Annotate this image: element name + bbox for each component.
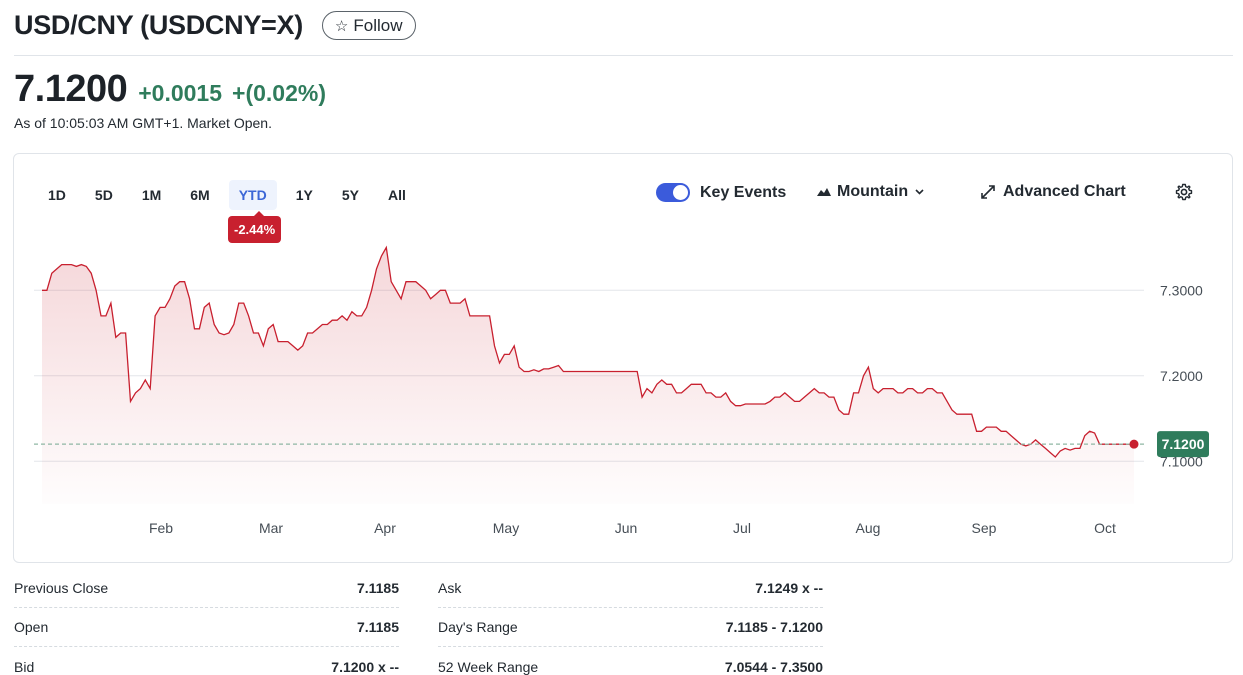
x-tick-label: May [493,520,519,536]
stat-row: Previous Close 7.1185 [14,569,399,608]
header-divider [14,55,1233,56]
stat-value: 7.0544 - 7.3500 [724,658,823,675]
as-of-timestamp: As of 10:05:03 AM GMT+1. Market Open. [14,115,272,131]
price-change: +0.0015 [138,80,223,106]
price-line [42,245,1134,458]
gear-icon [1175,183,1193,206]
follow-label: Follow [353,15,403,35]
price-area [42,247,1134,504]
key-events-label: Key Events [700,183,787,201]
stat-row: Bid 7.1200 x -- [14,647,399,675]
current-price-badge: 7.1200 [1157,431,1209,458]
advanced-chart-label: Advanced Chart [1003,183,1126,200]
chart-type-dropdown[interactable]: Mountain [817,183,930,201]
key-events-toggle[interactable] [656,183,690,202]
stat-row: Day's Range 7.1185 - 7.1200 [438,608,823,647]
stat-value: 7.1185 [356,580,399,596]
stat-label: Bid [14,658,35,675]
mountain-icon [817,187,831,197]
expand-icon [981,185,995,199]
star-icon: ☆ [334,17,349,35]
key-events-control[interactable]: Key Events [656,183,786,202]
stat-row: Open 7.1185 [14,608,399,647]
stat-row: Ask 7.1249 x -- [438,569,823,608]
quote-price-block: 7.1200 +0.0015 +(0.02%) [14,68,326,111]
stat-value: 7.1185 - 7.1200 [725,619,823,635]
last-price-dot [1129,439,1139,449]
range-1y[interactable]: 1Y [295,187,313,203]
x-tick-label: Jun [615,520,638,536]
range-all[interactable]: All [387,187,406,203]
follow-button[interactable]: ☆ Follow [321,11,417,40]
chart-type-label: Mountain [837,183,909,200]
stat-label: Previous Close [14,580,109,596]
range-5y[interactable]: 5Y [341,187,359,203]
stat-value: 7.1249 x -- [755,580,823,596]
range-ytd[interactable]: YTD [228,180,277,210]
toggle-knob [673,185,688,200]
x-tick-label: Aug [856,520,881,536]
price-change-percent: +(0.02%) [232,80,326,106]
stat-value: 7.1200 x -- [331,658,399,675]
stat-label: 52 Week Range [438,658,539,675]
y-tick-label: 7.2000 [1160,368,1203,384]
page-title: USD/CNY (USDCNY=X) [14,10,303,40]
current-price: 7.1200 [14,68,128,110]
stat-label: Day's Range [438,619,518,635]
range-1d[interactable]: 1D [48,187,66,203]
stat-row: 52 Week Range 7.0544 - 7.3500 [438,647,823,675]
price-chart[interactable]: 7.3000 7.2000 7.1000 Feb Mar Apr May Jun Jul Aug… [14,154,1234,564]
quote-header: USD/CNY (USDCNY=X) ☆ Follow [14,10,417,41]
range-6m[interactable]: 6M [190,187,210,203]
chevron-down-icon [915,189,924,195]
current-price-badge-bg [1157,431,1209,458]
stat-value: 7.1185 [356,619,399,635]
x-tick-label: Apr [374,520,396,536]
x-tick-label: Sep [972,520,997,536]
range-change-badge: -2.44% [228,211,282,243]
range-5d[interactable]: 5D [94,187,113,203]
x-tick-label: Mar [259,520,283,536]
x-tick-label: Jul [733,520,751,536]
current-price-badge-label: 7.1200 [1162,436,1205,452]
x-tick-label: Oct [1094,520,1116,536]
settings-button[interactable] [1175,183,1193,206]
stat-label: Ask [438,580,462,596]
y-tick-label: 7.1000 [1160,453,1203,469]
range-1m[interactable]: 1M [141,187,162,203]
chart-card: 1D 5D 1M 6M YTD 1Y 5Y All -2.44% Key Eve… [13,153,1233,563]
y-tick-label: 7.3000 [1160,282,1203,298]
x-tick-label: Feb [149,520,173,536]
advanced-chart-link[interactable]: Advanced Chart [981,183,1126,201]
range-selector: 1D 5D 1M 6M YTD 1Y 5Y All [38,180,425,210]
stat-label: Open [14,619,49,635]
